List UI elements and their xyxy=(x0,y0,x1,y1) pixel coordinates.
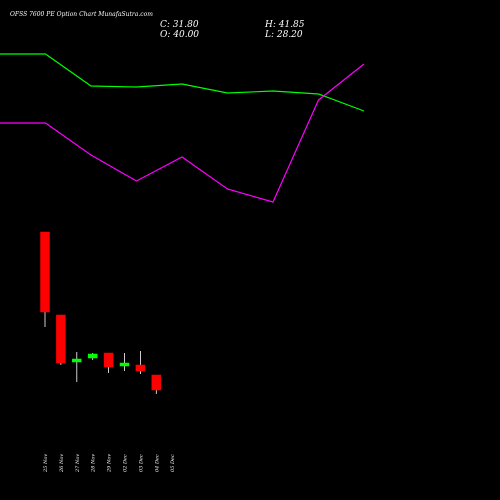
x-tick-label: 27 Nov xyxy=(75,454,81,473)
close-value: C: 31.80 xyxy=(160,20,199,30)
indicator-line-2 xyxy=(0,63,365,203)
x-tick-label: 02 Dec xyxy=(123,454,129,472)
x-tick-label: 28 Nov xyxy=(91,454,97,473)
indicator-line-1 xyxy=(0,53,365,112)
x-tick-label: 03 Dec xyxy=(138,454,144,472)
low-value: L: 28.20 xyxy=(264,30,303,40)
open-value: O: 40.00 xyxy=(160,30,199,40)
chart-title: OFSS 7600 PE Option Chart MunafaSutra.co… xyxy=(10,11,153,18)
indicator-lines xyxy=(0,53,365,203)
x-tick-label: 29 Nov xyxy=(107,454,113,473)
candle-body-3 xyxy=(72,358,82,363)
candle-body-2 xyxy=(56,314,66,364)
x-tick-label: 04 Dec xyxy=(154,454,160,472)
candle-body-4 xyxy=(87,353,98,359)
candlesticks xyxy=(40,231,162,394)
candle-body-5 xyxy=(103,352,114,368)
candle-body-6 xyxy=(119,362,130,367)
candle-body-7 xyxy=(135,364,146,372)
x-axis-ticks: 25 Nov 26 Nov 27 Nov 28 Nov 29 Nov 02 Dec 03 D… xyxy=(43,454,176,473)
candle-body-1 xyxy=(40,231,50,313)
candle-body-8 xyxy=(151,374,162,391)
x-tick-label: 25 Nov xyxy=(43,454,49,473)
high-value: H: 41.85 xyxy=(264,20,305,30)
x-tick-label: 26 Nov xyxy=(59,454,65,473)
x-tick-label: 05 Dec xyxy=(170,454,176,472)
